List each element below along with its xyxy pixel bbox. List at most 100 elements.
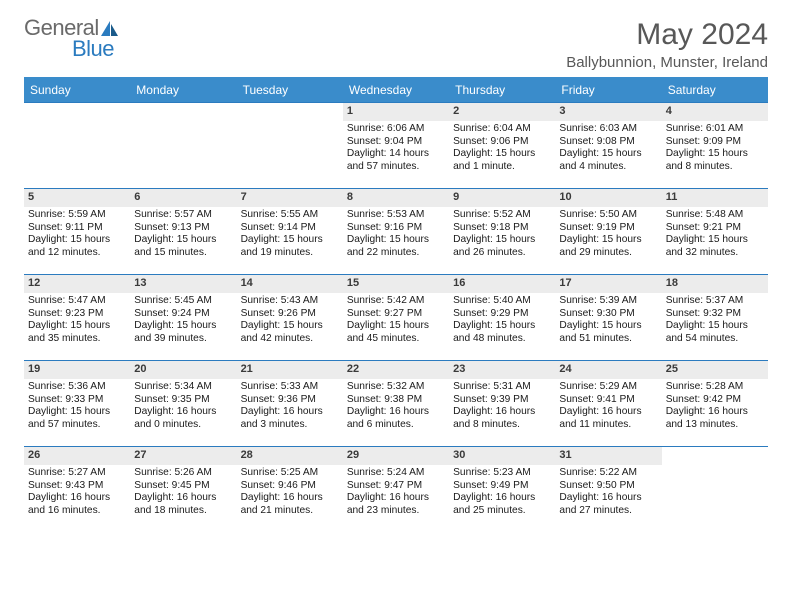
day-number: 10 (555, 189, 661, 207)
sunset-text: Sunset: 9:08 PM (559, 136, 657, 149)
daylight-text-1: Daylight: 16 hours (559, 406, 657, 419)
sunset-text: Sunset: 9:35 PM (134, 394, 232, 407)
sunrise-text: Sunrise: 5:36 AM (28, 381, 126, 394)
day-number: 28 (237, 447, 343, 465)
sunrise-text: Sunrise: 5:25 AM (241, 467, 339, 480)
sunrise-text: Sunrise: 5:29 AM (559, 381, 657, 394)
calendar-cell: 2Sunrise: 6:04 AMSunset: 9:06 PMDaylight… (449, 102, 555, 188)
daylight-text-2: and 21 minutes. (241, 505, 339, 518)
daylight-text-2: and 25 minutes. (453, 505, 551, 518)
day-number: 21 (237, 361, 343, 379)
sunrise-text: Sunrise: 5:39 AM (559, 295, 657, 308)
sunrise-text: Sunrise: 5:40 AM (453, 295, 551, 308)
day-number: 5 (24, 189, 130, 207)
weekday-header: Friday (555, 79, 661, 102)
sunset-text: Sunset: 9:36 PM (241, 394, 339, 407)
daylight-text-1: Daylight: 16 hours (134, 406, 232, 419)
daylight-text-1: Daylight: 15 hours (28, 406, 126, 419)
daylight-text-1: Daylight: 15 hours (559, 234, 657, 247)
sunrise-text: Sunrise: 5:45 AM (134, 295, 232, 308)
calendar-cell: 11Sunrise: 5:48 AMSunset: 9:21 PMDayligh… (662, 188, 768, 274)
sunset-text: Sunset: 9:06 PM (453, 136, 551, 149)
sunset-text: Sunset: 9:13 PM (134, 222, 232, 235)
sunset-text: Sunset: 9:29 PM (453, 308, 551, 321)
month-title: May 2024 (566, 18, 768, 52)
sunset-text: Sunset: 9:33 PM (28, 394, 126, 407)
daylight-text-1: Daylight: 15 hours (134, 320, 232, 333)
calendar-cell: 16Sunrise: 5:40 AMSunset: 9:29 PMDayligh… (449, 274, 555, 360)
sunrise-text: Sunrise: 6:04 AM (453, 123, 551, 136)
calendar-cell: 10Sunrise: 5:50 AMSunset: 9:19 PMDayligh… (555, 188, 661, 274)
sunset-text: Sunset: 9:23 PM (28, 308, 126, 321)
sunset-text: Sunset: 9:21 PM (666, 222, 764, 235)
sunset-text: Sunset: 9:30 PM (559, 308, 657, 321)
day-number: 31 (555, 447, 661, 465)
empty-cell (662, 446, 768, 532)
title-block: May 2024 Ballybunnion, Munster, Ireland (566, 18, 768, 71)
day-number: 19 (24, 361, 130, 379)
sunset-text: Sunset: 9:49 PM (453, 480, 551, 493)
day-number: 30 (449, 447, 555, 465)
daylight-text-2: and 48 minutes. (453, 333, 551, 346)
calendar-cell: 20Sunrise: 5:34 AMSunset: 9:35 PMDayligh… (130, 360, 236, 446)
sunrise-text: Sunrise: 5:33 AM (241, 381, 339, 394)
daylight-text-2: and 57 minutes. (347, 161, 445, 174)
day-number: 12 (24, 275, 130, 293)
sunrise-text: Sunrise: 5:37 AM (666, 295, 764, 308)
day-number: 4 (662, 103, 768, 121)
day-number: 20 (130, 361, 236, 379)
calendar-cell: 5Sunrise: 5:59 AMSunset: 9:11 PMDaylight… (24, 188, 130, 274)
day-number: 13 (130, 275, 236, 293)
calendar-cell: 19 Sunrise: 5:36 AMSunset: 9:33 PMDayligh… (24, 360, 130, 446)
sunset-text: Sunset: 9:32 PM (666, 308, 764, 321)
daylight-text-1: Daylight: 16 hours (559, 492, 657, 505)
day-number: 27 (130, 447, 236, 465)
day-number: 15 (343, 275, 449, 293)
weekday-header: Thursday (449, 79, 555, 102)
calendar-cell: 24Sunrise: 5:29 AMSunset: 9:41 PMDayligh… (555, 360, 661, 446)
day-number: 14 (237, 275, 343, 293)
daylight-text-2: and 12 minutes. (28, 247, 126, 260)
daylight-text-1: Daylight: 15 hours (347, 320, 445, 333)
calendar-cell: 25Sunrise: 5:28 AMSunset: 9:42 PMDayligh… (662, 360, 768, 446)
calendar-cell: 6Sunrise: 5:57 AMSunset: 9:13 PMDaylight… (130, 188, 236, 274)
weekday-header: Wednesday (343, 79, 449, 102)
sunrise-text: Sunrise: 5:55 AM (241, 209, 339, 222)
sunset-text: Sunset: 9:50 PM (559, 480, 657, 493)
calendar-cell: 13Sunrise: 5:45 AMSunset: 9:24 PMDayligh… (130, 274, 236, 360)
daylight-text-1: Daylight: 15 hours (241, 320, 339, 333)
day-number: 25 (662, 361, 768, 379)
sunset-text: Sunset: 9:43 PM (28, 480, 126, 493)
sunset-text: Sunset: 9:11 PM (28, 222, 126, 235)
day-number: 8 (343, 189, 449, 207)
calendar-cell: 22Sunrise: 5:32 AMSunset: 9:38 PMDayligh… (343, 360, 449, 446)
calendar-cell: 30Sunrise: 5:23 AMSunset: 9:49 PMDayligh… (449, 446, 555, 532)
daylight-text-2: and 18 minutes. (134, 505, 232, 518)
day-number: 26 (24, 447, 130, 465)
daylight-text-2: and 8 minutes. (453, 419, 551, 432)
calendar-cell: 17 Sunrise: 5:39 AMSunset: 9:30 PMDayligh… (555, 274, 661, 360)
sunrise-text: Sunrise: 6:03 AM (559, 123, 657, 136)
daylight-text-1: Daylight: 16 hours (134, 492, 232, 505)
sunrise-text: Sunrise: 5:52 AM (453, 209, 551, 222)
weekday-header: Sunday (24, 79, 130, 102)
sunrise-text: Sunrise: 5:53 AM (347, 209, 445, 222)
day-number: 17 (555, 275, 661, 293)
calendar-cell: 23Sunrise: 5:31 AMSunset: 9:39 PMDayligh… (449, 360, 555, 446)
day-number: 7 (237, 189, 343, 207)
daylight-text-1: Daylight: 15 hours (134, 234, 232, 247)
sunrise-text: Sunrise: 5:31 AM (453, 381, 551, 394)
daylight-text-1: Daylight: 15 hours (559, 320, 657, 333)
sunset-text: Sunset: 9:04 PM (347, 136, 445, 149)
day-number: 22 (343, 361, 449, 379)
calendar-cell: 3Sunrise: 6:03 AMSunset: 9:08 PMDaylight… (555, 102, 661, 188)
daylight-text-2: and 27 minutes. (559, 505, 657, 518)
daylight-text-1: Daylight: 16 hours (347, 406, 445, 419)
daylight-text-2: and 13 minutes. (666, 419, 764, 432)
sunrise-text: Sunrise: 5:32 AM (347, 381, 445, 394)
daylight-text-2: and 1 minute. (453, 161, 551, 174)
sunset-text: Sunset: 9:45 PM (134, 480, 232, 493)
daylight-text-1: Daylight: 15 hours (666, 320, 764, 333)
day-number: 9 (449, 189, 555, 207)
sunset-text: Sunset: 9:14 PM (241, 222, 339, 235)
